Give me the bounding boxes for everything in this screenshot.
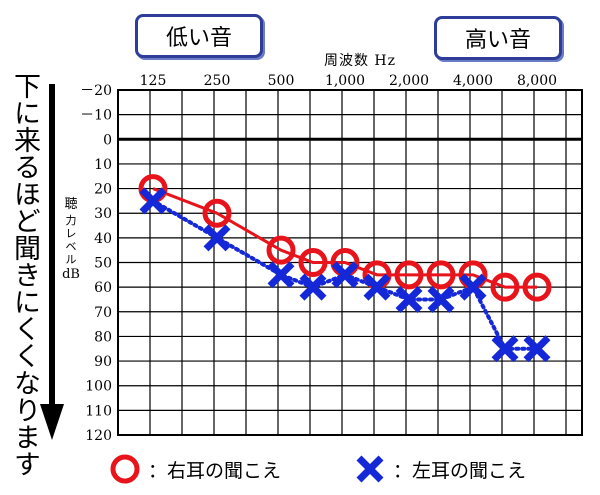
x-tick-label: 8,000 (517, 73, 557, 89)
left-ear-point (395, 285, 423, 313)
legend: ：右耳の聞こえ ：左耳の聞こえ (108, 450, 568, 486)
y-tick-label: 100 (85, 379, 112, 395)
x-tick-label: 250 (204, 73, 231, 89)
left-ear-point (491, 335, 519, 363)
y-tick-label: 40 (94, 231, 112, 247)
level-axis-line-2: 力レベル (65, 214, 77, 266)
right-ear-point (202, 198, 232, 228)
cross-marker-icon (356, 455, 384, 483)
frequency-axis-label: 周波数 Hz (323, 53, 397, 69)
y-tick-labels: －20 －10 0 10 20 30 40 50 60 70 80 90 100 110 120 (80, 83, 112, 444)
down-arrow-icon (40, 84, 64, 440)
right-ear-point (394, 260, 424, 290)
left-ear-point (331, 261, 359, 289)
y-tick-label: 90 (94, 354, 112, 370)
low-tone-label: 低い音 (165, 26, 232, 51)
x-tick-labels: 125 250 500 1,000 2,000 4,000 8,000 (140, 73, 557, 89)
x-tick-label: 500 (268, 73, 295, 89)
left-ear-point (427, 285, 455, 313)
level-axis-line-1: 聴 (64, 197, 78, 212)
left-ear-point (363, 273, 391, 301)
arrow-head (40, 404, 64, 440)
low-tone-box: 低い音 (135, 14, 263, 58)
y-tick-label: 10 (94, 157, 112, 173)
right-ear-point (522, 272, 552, 302)
left-ear-series (139, 187, 551, 363)
y-tick-label: 20 (94, 182, 112, 198)
high-tone-box: 高い音 (434, 16, 562, 60)
left-ear-point (267, 261, 295, 289)
left-ear-point (299, 273, 327, 301)
y-tick-label: 60 (94, 280, 112, 296)
x-tick-label: 4,000 (453, 73, 493, 89)
y-tick-label: 70 (94, 305, 112, 321)
y-tick-label: 110 (85, 403, 112, 419)
y-tick-label: 120 (85, 428, 112, 444)
legend-item-left-ear: ：左耳の聞こえ (353, 452, 526, 486)
right-ear-point (298, 248, 328, 277)
chart-grid (117, 89, 583, 436)
y-tick-label: 80 (94, 329, 112, 345)
right-ear-point (490, 272, 520, 302)
circle-marker-icon (110, 454, 140, 484)
high-tone-label: 高い音 (464, 28, 531, 53)
right-ear-point (266, 235, 296, 265)
left-ear-point (139, 187, 167, 215)
right-ear-point (426, 260, 456, 290)
y-tick-label: －10 (80, 108, 112, 124)
left-ear-point (459, 273, 487, 301)
y-tick-label: 30 (94, 206, 112, 222)
chart-series (138, 174, 552, 363)
y-tick-label: －20 (80, 83, 112, 99)
right-ear-series (138, 174, 552, 302)
x-tick-label: 125 (140, 73, 167, 89)
legend-right-ear-label: ：右耳の聞こえ (148, 459, 282, 482)
direction-note: 下に来るほど聞きにくくなります (9, 72, 40, 477)
y-tick-label: 0 (103, 132, 112, 148)
level-axis-line-3: dB (62, 267, 80, 282)
x-tick-label: 2,000 (389, 73, 429, 89)
left-ear-point (523, 335, 551, 363)
y-tick-label: 50 (94, 256, 112, 272)
arrow-shaft (49, 84, 55, 406)
x-tick-label: 1,000 (325, 73, 365, 89)
left-ear-point (203, 224, 231, 252)
legend-item-right-ear: ：右耳の聞こえ (108, 452, 281, 486)
legend-left-ear-label: ：左耳の聞こえ (393, 459, 527, 482)
level-axis-label: 聴 力レベル dB (52, 196, 90, 284)
